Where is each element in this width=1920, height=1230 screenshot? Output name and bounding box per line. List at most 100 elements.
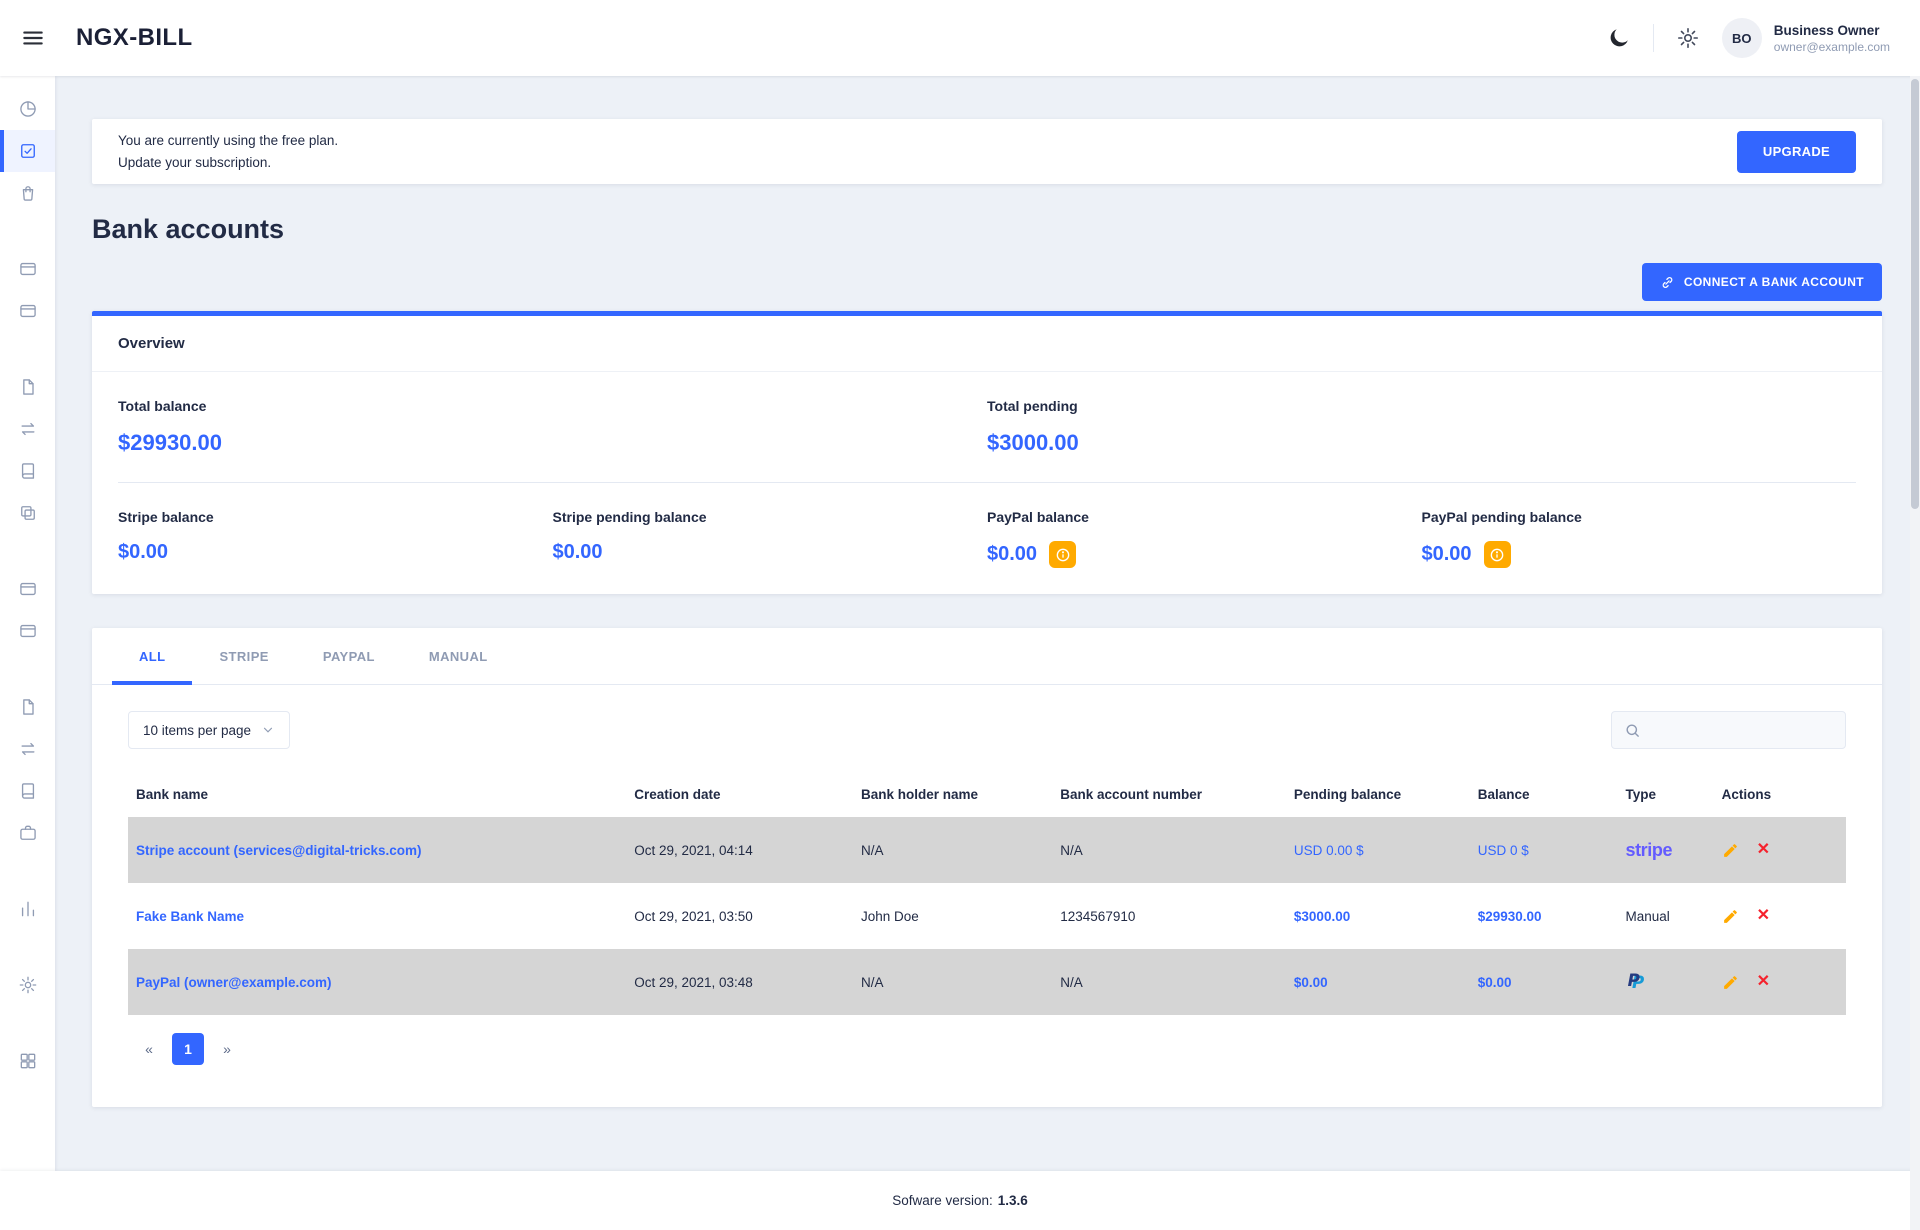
delete-x-icon[interactable]: ✕ (1756, 907, 1771, 925)
sidebar-item-book[interactable] (0, 450, 55, 492)
sidebar-gap (0, 214, 55, 248)
delete-x-icon[interactable]: ✕ (1756, 973, 1771, 991)
edit-pencil-icon[interactable] (1722, 974, 1739, 991)
pending-balance-cell: $3000.00 (1293, 908, 1351, 924)
sidebar-nav (0, 76, 55, 1171)
file-text-icon (18, 377, 38, 397)
main-content: You are currently using the free plan. U… (55, 76, 1920, 1108)
credit-card-icon (18, 301, 38, 321)
stripe-balance-label: Stripe balance (118, 509, 214, 526)
tab-stripe[interactable]: STRIPE (219, 648, 269, 664)
sidebar-item-file-text[interactable] (0, 686, 55, 728)
paypal-pending-balance-label: PayPal pending balance (1421, 509, 1582, 526)
user-menu[interactable]: BO Business Owner owner@example.com (1721, 18, 1890, 58)
connect-bank-account-button[interactable]: CONNECT A BANK ACCOUNT (1641, 263, 1882, 302)
sidebar-item-edit-square[interactable] (0, 130, 55, 172)
pending-balance-cell: $0.00 (1293, 974, 1328, 990)
sidebar-item-gear[interactable] (0, 964, 55, 1006)
pending-balance-cell: USD 0.00 $ (1293, 842, 1364, 858)
user-email: owner@example.com (1773, 39, 1890, 54)
col-pending-balance: Pending balance (1293, 786, 1402, 802)
items-per-page-select[interactable]: 10 items per page (128, 711, 291, 750)
sidebar-gap (0, 332, 55, 366)
stripe-balance-value: $0.00 (118, 541, 169, 564)
creation-date-cell: Oct 29, 2021, 04:14 (634, 842, 753, 858)
overview-totals: Total balance $29930.00 Total pending $3… (92, 372, 1882, 482)
sidebar-item-swap[interactable] (0, 408, 55, 450)
balance-cell: USD 0 $ (1477, 842, 1529, 858)
info-icon[interactable] (1483, 541, 1511, 569)
col-balance: Balance (1477, 786, 1530, 802)
type-cell: Manual (1625, 908, 1670, 924)
file-text-icon (18, 697, 38, 717)
chevron-down-icon (261, 723, 275, 737)
col-bank-account-number: Bank account number (1060, 786, 1203, 802)
total-pending-label: Total pending (987, 398, 1078, 415)
sidebar-item-credit-card[interactable] (0, 290, 55, 332)
total-balance-value: $29930.00 (118, 430, 222, 456)
col-creation-date: Creation date (634, 786, 721, 802)
sidebar-item-book[interactable] (0, 770, 55, 812)
search-icon (1624, 722, 1641, 739)
edit-pencil-icon[interactable] (1722, 908, 1739, 925)
brand-logo: NGX-BILL (76, 24, 193, 51)
banner-line1: You are currently using the free plan. (118, 133, 339, 148)
dark-mode-moon-icon[interactable] (1607, 26, 1631, 50)
hamburger-menu-icon[interactable] (20, 25, 46, 51)
connect-bank-account-label: CONNECT A BANK ACCOUNT (1683, 275, 1864, 290)
header-divider (1652, 24, 1654, 52)
sidebar-item-file-text[interactable] (0, 366, 55, 408)
page-title: Bank accounts (92, 214, 285, 245)
sidebar-item-credit-card[interactable] (0, 248, 55, 290)
stripe-pending-balance-label: Stripe pending balance (552, 509, 707, 526)
scrollbar-thumb[interactable] (1911, 79, 1919, 509)
sidebar-item-shopping-bag[interactable] (0, 172, 55, 214)
bank-name-link[interactable]: PayPal (owner@example.com) (136, 974, 332, 990)
pagination-prev[interactable]: « (145, 1041, 153, 1058)
col-type: Type (1625, 786, 1656, 802)
tab-all[interactable]: ALL (112, 628, 193, 686)
account-number-cell: N/A (1060, 842, 1083, 858)
banner-line2: Update your subscription. (118, 154, 272, 170)
info-icon[interactable] (1049, 541, 1077, 569)
table-header: Bank name Creation date Bank holder name… (128, 771, 1846, 817)
overview-card: Overview Total balance $29930.00 Total p… (92, 311, 1882, 595)
tab-paypal[interactable]: PAYPAL (322, 648, 375, 664)
pagination-page-1[interactable]: 1 (172, 1033, 204, 1066)
holder-cell: N/A (860, 842, 884, 858)
delete-x-icon[interactable]: ✕ (1756, 841, 1771, 859)
upgrade-button[interactable]: UPGRADE (1736, 130, 1856, 173)
actions-cell: ✕ (1714, 832, 1846, 869)
sidebar-gap (0, 1006, 55, 1040)
sidebar-item-swap[interactable] (0, 728, 55, 770)
search-box (1611, 711, 1846, 750)
sidebar-gap (0, 652, 55, 686)
swap-icon (18, 419, 38, 439)
sidebar-item-bar-chart[interactable] (0, 888, 55, 930)
search-input[interactable] (1649, 722, 1833, 738)
settings-gear-icon[interactable] (1676, 26, 1700, 50)
footer-version-label: Sofware version: (892, 1193, 993, 1208)
grid-icon (18, 1051, 38, 1071)
account-tabs: ALL STRIPE PAYPAL MANUAL (92, 628, 1882, 686)
col-actions: Actions (1721, 786, 1772, 802)
bank-name-link[interactable]: Stripe account (services@digital-tricks.… (136, 842, 422, 858)
sidebar-item-briefcase[interactable] (0, 812, 55, 854)
accounts-card: ALL STRIPE PAYPAL MANUAL 10 items per pa… (92, 628, 1882, 1108)
sidebar-item-layers[interactable] (0, 492, 55, 534)
user-name: Business Owner (1773, 22, 1880, 38)
pagination-next[interactable]: » (223, 1041, 231, 1058)
credit-card-icon (18, 579, 38, 599)
tab-manual[interactable]: MANUAL (428, 648, 488, 664)
sidebar-item-credit-card[interactable] (0, 568, 55, 610)
shopping-bag-icon (18, 183, 38, 203)
sidebar-item-grid[interactable] (0, 1040, 55, 1082)
col-bank-name: Bank name (136, 786, 209, 802)
creation-date-cell: Oct 29, 2021, 03:50 (634, 908, 753, 924)
col-bank-holder-name: Bank holder name (860, 786, 979, 802)
edit-pencil-icon[interactable] (1722, 842, 1739, 859)
bank-name-link[interactable]: Fake Bank Name (136, 908, 245, 924)
scrollbar-track[interactable] (1910, 76, 1920, 1230)
sidebar-item-credit-card[interactable] (0, 610, 55, 652)
sidebar-item-pie-chart[interactable] (0, 88, 55, 130)
